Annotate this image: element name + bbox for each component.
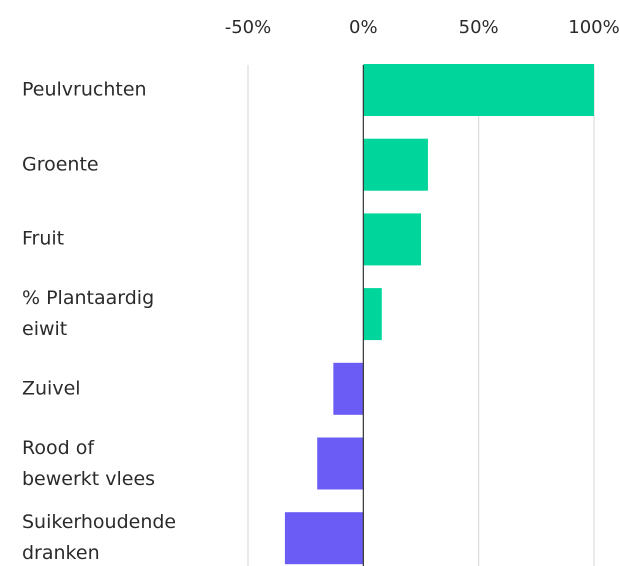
bar [363,138,428,191]
category-label: Peulvruchten [22,78,147,101]
bar [363,213,421,266]
bar [333,362,364,415]
bar [363,288,382,341]
category-label: % Plantaardig eiwit [22,287,155,341]
bar [284,512,364,565]
category-label: Zuivel [22,377,81,400]
x-tick-label: -50% [225,17,272,38]
x-tick-label: 100% [568,17,619,38]
bar [317,437,364,490]
x-tick-label: 50% [459,17,499,38]
x-tick-label: 0% [349,17,378,38]
category-label: Fruit [22,227,65,250]
category-label: Groente [22,153,99,176]
category-label: Rood of bewerkt vlees [22,436,156,490]
category-label: Suikerhoudende dranken [22,511,177,565]
bar [363,64,594,116]
